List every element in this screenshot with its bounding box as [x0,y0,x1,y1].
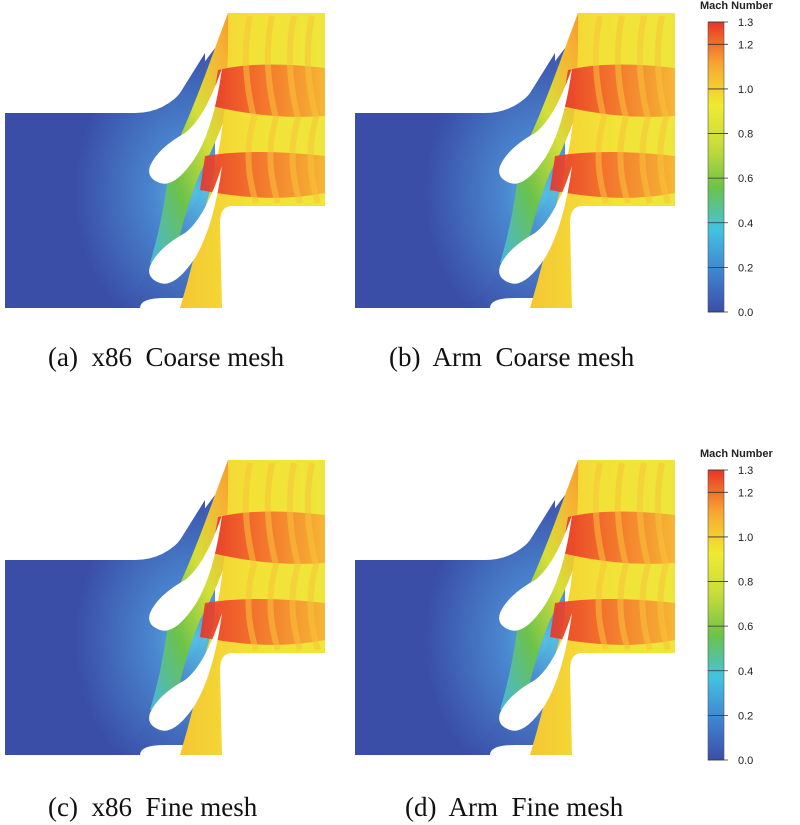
shock-wave [614,15,631,204]
colorbar-scale: 1.3 1.2 1.0 0.8 0.6 0.4 0.2 0.0 [707,465,753,767]
shock-wave [304,462,321,651]
colorbar-gradient [707,469,725,761]
panel-b [350,8,690,308]
panel-c [0,455,340,755]
shock-wave [264,15,281,204]
blade-lower [499,166,572,284]
blade-upper [499,68,572,184]
colorbar-tick-label: 1.3 [738,17,753,29]
colorbar-tick-label: 0.2 [738,710,753,722]
colorbar-tick-label: 0.6 [738,173,753,185]
shock-band-lower [200,599,325,645]
flow-domain [5,13,325,308]
colorbar-tick-label: 1.3 [738,465,753,477]
shock-wave [264,462,281,651]
colorbar-tick-label: 0.4 [738,218,753,230]
colorbar-tick-label: 1.2 [738,39,753,51]
flow-field-d [355,460,675,755]
panel-a [0,8,340,308]
shock-band-lower [200,152,325,198]
blade-upper [149,515,222,631]
shock-wave [614,462,631,651]
shock-wave [304,15,321,204]
colorbar-tick-label: 0.6 [738,621,753,633]
shock-wave [286,15,303,204]
flow-field-c [5,460,325,755]
shock-wave [242,462,259,651]
colorbar-tick-label: 1.0 [738,532,753,544]
flow-domain [355,13,675,308]
flow-field-a [5,13,325,308]
flow-domain [5,460,325,755]
shock-band-lower [550,599,675,645]
caption-a: (a) x86 Coarse mesh [48,342,285,372]
flow-domain [355,460,675,755]
shock-band-lower [550,152,675,198]
blade-lower [149,166,222,284]
flow-field-b [355,13,675,308]
colorbar-tick-label: 0.8 [738,577,753,589]
caption-c: (c) x86 Fine mesh [48,792,258,822]
shock-wave [636,462,653,651]
colorbar-title: Mach Number [700,448,773,460]
colorbar-tick-label: 1.2 [738,487,753,499]
shock-wave [654,462,671,651]
colorbar-scale: 1.3 1.2 1.0 0.8 0.6 0.4 0.2 0.0 [707,17,753,319]
outlet-step [572,206,675,308]
colorbar-top: Mach Number 1.3 1.2 1.0 0.8 0.6 0.4 0.2 0.0 [700,0,800,320]
panel-d [350,455,690,755]
colorbar-tick-label: 1.0 [738,84,753,96]
colorbar-bottom: Mach Number 1.3 1.2 1.0 0.8 0.6 0.4 0.2 0.0 [700,448,800,768]
colorbar-tick-label: 0.0 [738,755,753,767]
shock-wave [636,15,653,204]
shock-wave [592,462,609,651]
colorbar-tick-label: 0.0 [738,307,753,319]
outlet-step [222,653,325,755]
shock-wave [286,462,303,651]
blade-lower [149,613,222,731]
caption-d: (d) Arm Fine mesh [405,792,624,822]
colorbar-gradient [707,21,725,313]
shock-wave [654,15,671,204]
colorbar-tick-label: 0.4 [738,666,753,678]
colorbar-tick-label: 0.8 [738,129,753,141]
blade-upper [149,68,222,184]
shock-wave [592,15,609,204]
colorbar-title: Mach Number [700,0,773,12]
shock-wave [242,15,259,204]
blade-lower [499,613,572,731]
outlet-step [572,653,675,755]
colorbar-tick-label: 0.2 [738,262,753,274]
outlet-step [222,206,325,308]
caption-b: (b) Arm Coarse mesh [389,342,635,372]
blade-upper [499,515,572,631]
